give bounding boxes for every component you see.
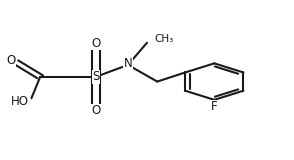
Text: O: O <box>6 54 16 68</box>
Text: CH₃: CH₃ <box>154 34 173 44</box>
Text: F: F <box>211 100 218 113</box>
Text: O: O <box>91 104 101 117</box>
Text: S: S <box>92 70 99 83</box>
Text: HO: HO <box>11 95 29 108</box>
Text: N: N <box>123 57 132 70</box>
Text: O: O <box>91 36 101 50</box>
